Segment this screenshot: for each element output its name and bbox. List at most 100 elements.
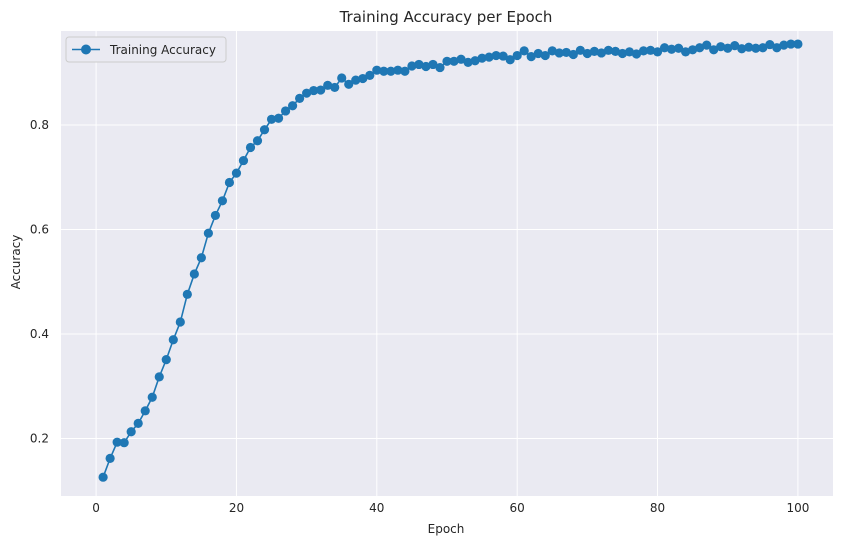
data-point: [561, 47, 571, 58]
data-point: [358, 73, 368, 84]
data-point: [407, 61, 417, 71]
data-point: [631, 49, 642, 59]
data-point: [252, 136, 263, 146]
data-point: [393, 65, 403, 75]
y-axis-ticks: 0.2 0.4 0.6 0.8: [30, 118, 49, 445]
data-point: [365, 70, 375, 81]
data-point: [428, 59, 438, 70]
data-point: [547, 46, 557, 56]
data-point: [554, 48, 564, 58]
data-point: [519, 46, 529, 56]
data-point: [526, 52, 536, 62]
plot-area: [61, 31, 833, 496]
data-point: [323, 80, 333, 90]
data-point: [140, 406, 150, 416]
grid: [61, 31, 833, 496]
data-point: [533, 48, 543, 59]
data-point: [723, 43, 733, 53]
data-point: [568, 49, 578, 60]
x-tick-label: 20: [229, 501, 244, 515]
data-point: [484, 52, 494, 62]
data-point: [154, 372, 164, 382]
data-point: [659, 43, 670, 53]
data-point: [280, 106, 291, 116]
data-point: [505, 55, 515, 65]
data-point: [175, 317, 185, 327]
y-tick-label: 0.2: [30, 432, 49, 446]
x-axis-label: Epoch: [428, 522, 465, 536]
data-point: [182, 289, 192, 299]
data-point: [638, 46, 649, 56]
data-point: [666, 44, 677, 54]
data-point: [695, 43, 705, 53]
data-point: [793, 39, 803, 49]
data-point: [379, 66, 389, 76]
data-point: [196, 253, 206, 263]
x-tick-label: 60: [510, 501, 525, 515]
data-point: [351, 75, 361, 85]
data-point: [189, 269, 199, 279]
x-axis-ticks: 0 20 40 60 80 100: [92, 501, 809, 515]
data-point: [288, 101, 298, 111]
data-point: [372, 65, 382, 75]
data-point: [147, 392, 157, 402]
data-point: [765, 39, 775, 50]
data-point: [119, 438, 129, 448]
data-point: [386, 66, 396, 76]
data-point: [309, 85, 319, 96]
data-point: [224, 177, 235, 188]
legend-box: [65, 36, 227, 63]
data-point: [540, 50, 550, 61]
data-point: [491, 50, 501, 61]
data-point: [758, 43, 768, 53]
y-tick-label: 0.8: [30, 118, 49, 132]
data-point: [596, 48, 607, 58]
data-point: [98, 472, 108, 482]
data-point: [681, 47, 691, 57]
data-point: [126, 427, 136, 437]
data-point: [273, 113, 284, 123]
data-point: [168, 335, 178, 345]
legend-marker-sample: [81, 44, 91, 55]
data-point: [751, 43, 761, 53]
data-point: [652, 47, 663, 57]
x-tick-label: 40: [369, 501, 384, 515]
y-axis-label: Accuracy: [9, 235, 23, 290]
data-point: [786, 39, 796, 49]
data-point: [231, 168, 242, 178]
data-point: [688, 45, 698, 55]
data-point: [603, 45, 614, 55]
data-point: [133, 418, 143, 428]
chart-title: Training Accuracy per Epoch: [339, 8, 553, 26]
data-point: [259, 125, 270, 135]
data-point: [730, 41, 740, 51]
data-point: [414, 59, 424, 70]
data-point: [477, 53, 487, 63]
data-point: [337, 73, 347, 83]
data-point: [330, 82, 340, 93]
data-point: [344, 79, 354, 89]
data-point: [238, 155, 249, 166]
data-point: [295, 93, 305, 103]
data-point: [105, 453, 115, 463]
data-point: [421, 61, 431, 72]
data-point: [645, 45, 656, 55]
data-point: [737, 44, 747, 54]
data-point: [610, 46, 621, 56]
data-point: [512, 50, 522, 61]
data-point: [266, 114, 277, 124]
data-point: [456, 54, 466, 64]
data-point: [210, 210, 220, 221]
data-point: [624, 47, 635, 57]
data-point: [617, 48, 628, 59]
data-point: [161, 355, 171, 365]
x-tick-label: 100: [786, 501, 809, 515]
data-point: [674, 43, 684, 53]
series-layer: [98, 39, 803, 482]
data-point: [470, 56, 480, 66]
legend: Training Accuracy: [65, 36, 227, 63]
data-point: [709, 45, 719, 55]
data-point: [575, 45, 585, 55]
data-point: [302, 88, 312, 98]
data-point: [203, 228, 213, 238]
